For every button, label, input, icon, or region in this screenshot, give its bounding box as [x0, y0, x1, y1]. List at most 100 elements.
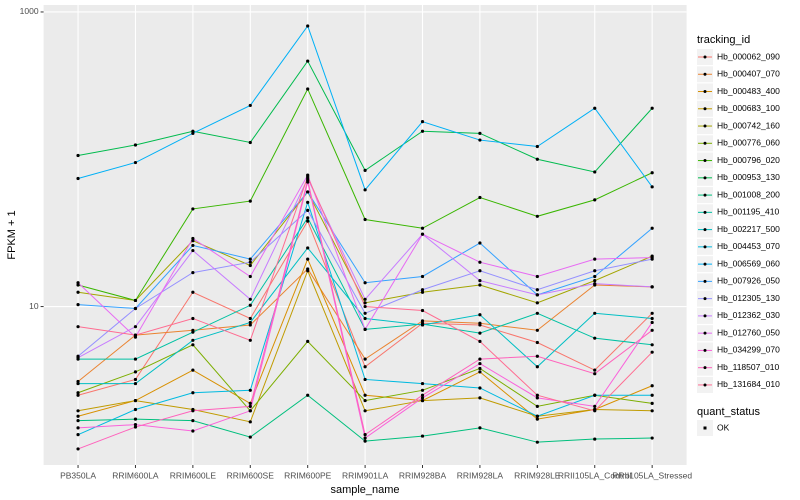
- data-point: [133, 325, 138, 329]
- data-point: [76, 356, 80, 360]
- legend-key-point: [703, 72, 707, 76]
- legend-label: Hb_007926_050: [717, 276, 780, 286]
- data-point: [191, 207, 195, 211]
- data-point: [76, 391, 80, 395]
- data-point: [420, 308, 425, 313]
- x-tick-label: RRIM600LA: [112, 470, 159, 480]
- data-point: [478, 131, 482, 135]
- data-point: [133, 370, 138, 374]
- data-point: [191, 316, 195, 321]
- data-point: [133, 381, 138, 386]
- data-point: [478, 241, 482, 245]
- data-point: [133, 160, 138, 165]
- legend-label: Hb_004453_070: [717, 241, 780, 251]
- data-point: [593, 409, 597, 413]
- data-point: [420, 398, 425, 403]
- data-point: [363, 377, 367, 382]
- data-point: [593, 274, 597, 279]
- data-point: [478, 279, 482, 283]
- data-point: [191, 239, 195, 243]
- data-point: [363, 281, 367, 285]
- data-point: [248, 409, 252, 413]
- data-point: [133, 306, 138, 311]
- data-point: [306, 175, 310, 179]
- data-point: [478, 366, 482, 371]
- data-point: [133, 417, 138, 421]
- data-point: [478, 313, 482, 317]
- data-point: [76, 153, 80, 158]
- data-point: [535, 393, 539, 397]
- legend-label: Hb_000742_160: [717, 120, 780, 130]
- y-axis-title: FPKM + 1: [6, 210, 18, 259]
- data-point: [535, 440, 539, 444]
- legend-key-point: [703, 331, 707, 335]
- data-point: [650, 106, 654, 110]
- data-point: [191, 330, 195, 334]
- y-tick-label: 10: [29, 301, 39, 311]
- data-point: [363, 409, 367, 413]
- data-point: [535, 214, 539, 218]
- data-point: [535, 288, 539, 292]
- legend-label: Hb_001195_410: [717, 207, 780, 217]
- data-point: [650, 328, 654, 332]
- legend-key-point: [703, 55, 707, 59]
- shape-legend-label: OK: [717, 422, 730, 432]
- data-point: [420, 381, 425, 386]
- data-point: [535, 396, 539, 400]
- data-point: [535, 365, 539, 369]
- data-point: [363, 188, 367, 192]
- data-point: [133, 407, 138, 412]
- data-point: [650, 255, 654, 260]
- data-point: [535, 328, 539, 332]
- data-point: [76, 281, 80, 285]
- legend-label: Hb_012362_030: [717, 310, 780, 320]
- data-point: [133, 425, 138, 429]
- data-point: [191, 243, 195, 248]
- data-point: [306, 24, 310, 28]
- data-point: [420, 288, 425, 292]
- legend-label: Hb_034299_070: [717, 345, 780, 355]
- data-point: [191, 271, 195, 275]
- data-point: [248, 257, 252, 261]
- data-point: [306, 87, 310, 91]
- legend-label: Hb_000776_060: [717, 138, 780, 148]
- data-point: [363, 168, 367, 173]
- legend-label: Hb_000683_100: [717, 103, 780, 113]
- data-point: [133, 398, 138, 403]
- x-tick-label: RRIM928LA: [457, 470, 504, 480]
- data-point: [478, 138, 482, 142]
- data-point: [133, 143, 138, 147]
- data-point: [306, 190, 310, 194]
- data-point: [478, 386, 482, 390]
- data-point: [76, 290, 80, 294]
- x-tick-label: RRII105LA_Stressed: [612, 470, 692, 480]
- data-point: [478, 331, 482, 335]
- data-point: [650, 436, 654, 440]
- data-point: [248, 316, 252, 321]
- data-point: [76, 447, 80, 451]
- data-point: [248, 435, 252, 439]
- legend-key-point: [703, 90, 707, 94]
- data-point: [191, 409, 195, 413]
- data-point: [248, 260, 252, 264]
- data-point: [478, 195, 482, 200]
- legend-title: tracking_id: [697, 34, 750, 46]
- data-point: [478, 283, 482, 287]
- legend-key-point: [703, 383, 707, 387]
- data-point: [420, 226, 425, 230]
- data-point: [478, 269, 482, 273]
- data-point: [535, 293, 539, 297]
- data-point: [191, 391, 195, 395]
- points: [76, 24, 654, 451]
- data-point: [306, 216, 310, 220]
- data-point: [593, 282, 597, 286]
- data-point: [478, 426, 482, 430]
- legend-key-point: [703, 159, 707, 163]
- data-point: [191, 343, 195, 347]
- data-point: [133, 377, 138, 382]
- data-point: [535, 414, 539, 418]
- legend-key-point: [703, 124, 707, 128]
- data-point: [650, 226, 654, 230]
- data-point: [76, 419, 80, 423]
- data-point: [535, 354, 539, 358]
